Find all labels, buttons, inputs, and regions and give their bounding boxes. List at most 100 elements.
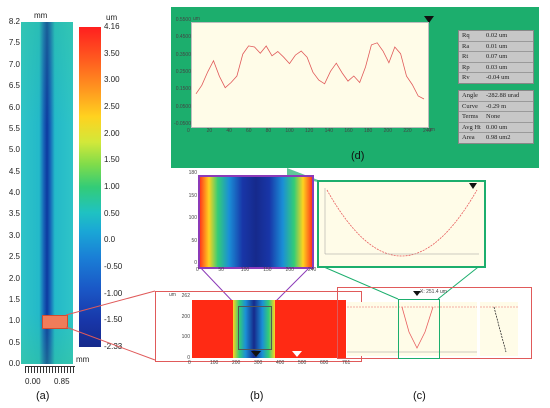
panel-d-y-ticks: 0.5500 0.4500 0.3500 0.2500 0.1500 0.0500 -0.0… [174,18,191,127]
panel-c-cursor-icon [413,291,421,296]
roughness-stat-key: Rt [462,53,469,60]
surface-stat-row-4: Area 0.98 um2 [459,133,533,143]
roughness-stat-row-3: Rp 0.03 um [459,63,533,73]
panel-d-x-tick-10: 200 [383,128,392,134]
panel-a-y-tick-15: 0.5 [8,337,20,347]
panel-d-y-tick-1: 0.4500 [175,34,191,41]
colorbar-tick-8: 0.0 [104,235,116,245]
surface-stat-row-3: Avg Ht 0.00 um [459,123,533,133]
roughness-stat-row-1: Ra 0.01 um [459,42,533,52]
panel-b-bottom-x-tick-7: 761 [342,360,351,366]
colorbar-tick-11: -1.50 [104,315,123,325]
roughness-profile-line [195,42,425,100]
surface-stat-value: None [486,113,501,120]
panel-a-caption: (a) [36,390,50,402]
panel-d-x-tick-3: 60 [246,128,252,134]
roughness-stat-value: 0.03 um [486,63,508,71]
colorbar-tick-10: -1.00 [104,288,123,298]
panel-d-x-tick-6: 120 [305,128,314,134]
zoom-selection-box-c [398,299,440,359]
panel-d-x-tick-5: 100 [285,128,294,134]
panel-b-bottom-x-tick-3: 300 [254,360,263,366]
panel-b-bottom-x-tick-4: 400 [276,360,285,366]
panel-a-y-tick-5: 5.5 [8,123,20,133]
panel-c-marker-icon [469,183,477,189]
selected-region-marker [42,315,68,329]
cross-section-plot [347,302,477,356]
panel-a-y-tick-1: 7.5 [8,38,20,48]
panel-b-top-x-tick-3: 150 [263,267,272,273]
surface-stat-row-2: Terms None [459,112,533,123]
panel-d-x-ticks: 0 20 40 60 80 100 120 140 160 180 200 220 240 [187,128,431,137]
height-map-strip [21,22,73,364]
cross-section-line [347,306,477,353]
curvature-profile-line [324,188,479,257]
panel-d-marker-icon [424,16,434,23]
panel-d-x-tick-1: 20 [206,128,213,134]
panel-b-bottom-y-tick-0: 262 [181,293,190,299]
panel-a-y-tick-9: 3.5 [8,209,20,219]
surface-stat-value: 0.00 um [486,123,508,131]
panel-a-y-tick-16: 0.0 [8,359,20,368]
panel-d-y-tick-5: 0.0500 [175,103,191,110]
panel-b-top-x-ticks: 0 50 100 150 200 240 [196,267,316,274]
panel-a-y-tick-11: 2.5 [8,252,20,262]
roughness-stat-row-2: Rt 0.07 um [459,52,533,63]
surface-stat-value: -282.88 urad [486,92,520,99]
panel-a-y-tick-12: 2.0 [8,273,20,283]
panel-d-y-tick-2: 0.3500 [175,51,191,58]
surface-stat-value: -0.29 m [486,102,507,110]
panel-d-x-tick-2: 40 [226,128,232,134]
panel-b-top-y-tick-1: 150 [188,192,197,199]
panel-d-caption: (d) [351,150,365,162]
panel-a-y-tick-2: 7.0 [8,59,20,69]
panel-b-bottom-x-tick-0: 0 [188,360,191,366]
panel-d-x-tick-12: 240 [423,128,432,134]
panel-b-top-x-tick-5: 240 [308,267,317,273]
roughness-stat-value: -0.04 um [486,74,510,81]
panel-c-caption: (c) [413,390,426,402]
panel-a-x-tick-0: 0.00 [25,377,41,386]
panel-d-y-tick-3: 0.2500 [175,69,191,75]
panel-a-y-tick-10: 3.0 [8,230,20,240]
panel-d-x-tick-7: 140 [324,128,333,134]
roughness-stat-row-4: Rv -0.04 um [459,73,533,83]
panel-b-bottom-x-ticks: 0 100 200 300 400 500 600 761 [188,360,350,367]
panel-b-bottom-x-tick-6: 600 [320,360,329,366]
panel-b-bottom-x-tick-2: 200 [232,360,241,366]
panel-a-y-tick-8: 4.0 [8,188,20,197]
panel-b-top-y-tick-3: 50 [191,237,197,244]
roughness-stat-key: Ra [462,42,470,50]
panel-b-bottom-y-tick-3: 0 [187,355,190,361]
roughness-stat-row-0: Rq 0.02 um [459,31,533,42]
panel-b-bottom-x-tick-5: 500 [298,360,307,366]
colorbar-tick-5: 1.50 [104,155,120,165]
panel-a-x-ruler [25,366,75,373]
panel-b-top-y-tick-4: 0 [194,260,197,266]
surface-stats-table: Angle -282.88 urad Curve -0.29 m Terms None Av… [458,90,534,144]
panel-d-x-tick-4: 80 [265,128,272,134]
surface-stat-row-1: Curve -0.29 m [459,102,533,112]
panel-d-y-tick-0: 0.5500 [175,17,191,23]
panel-b-top-x-tick-0: 0 [196,267,199,273]
panel-b-caption: (b) [250,390,264,402]
panel-d-y-unit: um [193,16,200,22]
panel-a-y-axis: 8.2 7.5 7.0 6.5 6.0 5.5 5.0 4.5 4.0 3.5 3.0 2.5 2.0 1… [0,18,20,368]
panel-a-y-tick-6: 5.0 [8,145,20,155]
panel-b-top-y-tick-2: 100 [188,215,197,221]
colorbar-unit: um [106,13,118,22]
panel-b-bottom-y-tick-1: 200 [181,313,190,320]
roughness-stat-key: Rp [462,63,470,71]
panel-b-top-y-ticks: 180 150 100 50 0 [184,171,197,266]
zoomed-height-map [198,175,314,269]
panel-d-x-tick-9: 180 [364,128,373,134]
groove-band [233,300,275,358]
panel-a-y-tick-0: 8.2 [8,17,20,26]
panel-b-bottom-x-tick-1: 100 [210,360,219,366]
roughness-profile-plot [191,22,429,128]
panel-d-x-tick-8: 160 [344,128,353,134]
colorbar-tick-9: -0.50 [104,262,123,271]
panel-d-y-tick-6: -0.0500 [174,121,191,127]
surface-stat-key: Terms [462,113,479,120]
panel-b-top-x-tick-4: 200 [285,267,294,273]
